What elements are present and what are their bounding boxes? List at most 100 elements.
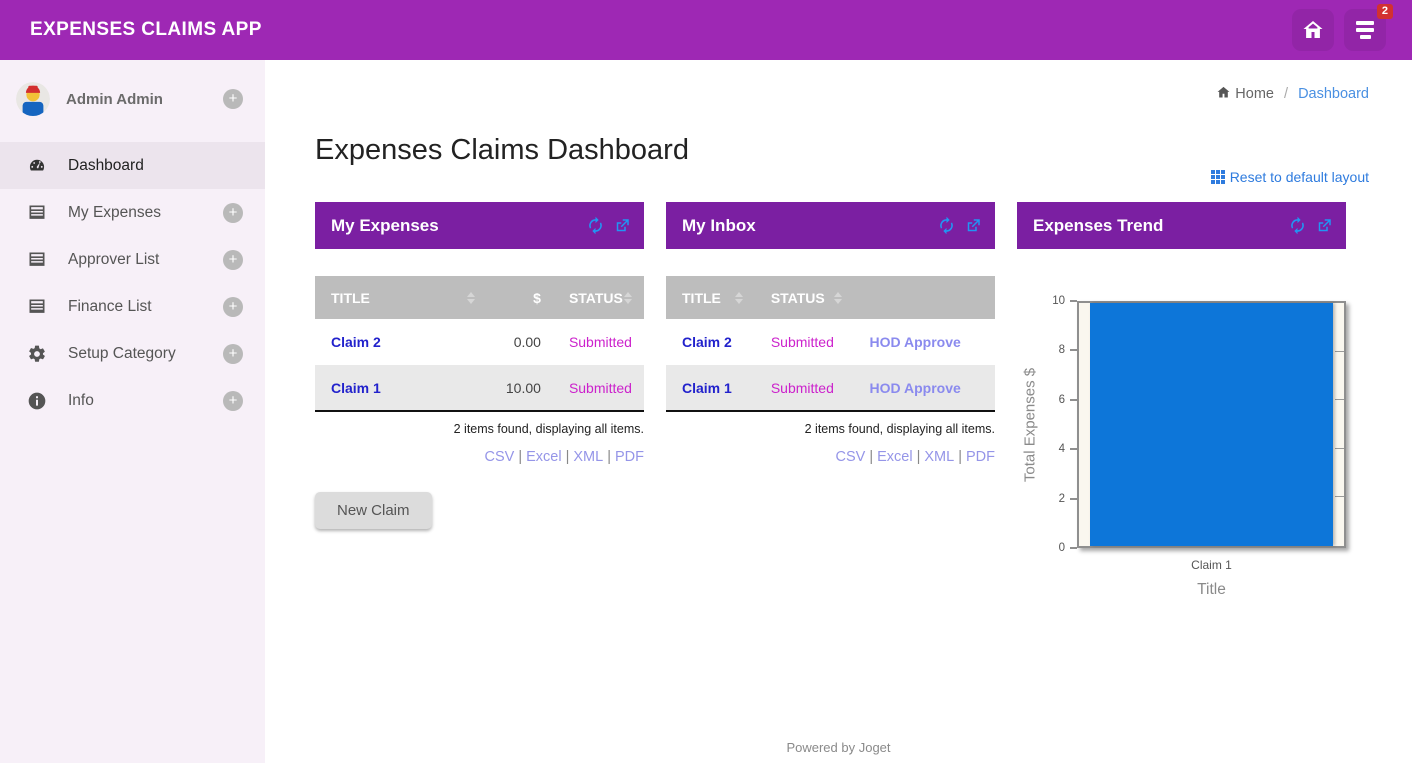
panel-title: My Expenses (331, 215, 439, 235)
y-tick-mark (1070, 300, 1077, 302)
plus-icon[interactable]: + (223, 390, 243, 411)
claim-link[interactable]: Claim 1 (331, 379, 381, 396)
y-tick-label: 6 (1058, 393, 1065, 406)
grid-icon (1210, 170, 1225, 184)
x-axis-label: Title (1197, 581, 1226, 598)
plus-icon[interactable]: + (223, 202, 243, 223)
gridline-stub (1335, 447, 1344, 449)
user-block[interactable]: Admin Admin + (0, 60, 265, 142)
my-expenses-header: My Expenses (315, 202, 644, 249)
y-tick-mark (1070, 547, 1077, 549)
topbar: EXPENSES CLAIMS APP 2 (0, 0, 1412, 60)
y-tick-label: 0 (1058, 542, 1065, 554)
column-header-title[interactable]: TITLE (666, 276, 755, 319)
claim-link[interactable]: Claim 2 (682, 334, 732, 350)
expenses-trend-panel: Expenses Trend Total Expenses $ (1017, 202, 1346, 599)
breadcrumb: Home / Dashboard (315, 85, 1369, 102)
hod-approve-link[interactable]: HOD Approve (869, 334, 961, 350)
sort-caret-icon[interactable] (624, 291, 632, 304)
my-inbox-panel: My Inbox TITLE (666, 202, 995, 599)
inbox-button[interactable]: 2 (1344, 4, 1393, 51)
y-tick-mark (1070, 448, 1077, 451)
plus-icon[interactable]: + (223, 249, 243, 270)
column-header-status[interactable]: STATUS (552, 276, 644, 319)
export-links: CSV | Excel | XML | PDF (835, 449, 995, 465)
column-header-status[interactable]: STATUS (754, 276, 854, 319)
powered-by-footer: Powered by Joget (786, 740, 891, 755)
avatar (16, 82, 50, 116)
sidebar-item-dashboard[interactable]: Dashboard (0, 142, 265, 189)
sort-caret-icon[interactable] (833, 291, 842, 304)
claim-link[interactable]: Claim 2 (331, 334, 381, 350)
sidebar-item-label: Info (68, 391, 94, 409)
refresh-icon[interactable] (937, 216, 956, 235)
sidebar-item-info[interactable]: Info + (0, 377, 265, 424)
items-found-summary: 2 items found, displaying all items. (453, 422, 644, 436)
export-csv-link[interactable]: CSV (484, 449, 515, 465)
export-xml-link[interactable]: XML (573, 449, 604, 465)
chart-plot (1077, 301, 1346, 548)
sidebar-item-my-expenses[interactable]: My Expenses + (0, 189, 265, 236)
bar-claim-1 (1090, 303, 1333, 546)
reset-layout-link[interactable]: Reset to default layout (1210, 169, 1369, 185)
panel-title: Expenses Trend (1033, 215, 1164, 235)
plus-icon[interactable]: + (223, 343, 243, 364)
sidebar-item-setup-category[interactable]: Setup Category + (0, 330, 265, 377)
list-icon (26, 297, 48, 317)
export-pdf-link[interactable]: PDF (966, 449, 995, 465)
sidebar-item-finance-list[interactable]: Finance List + (0, 283, 265, 330)
my-inbox-table: TITLE STATUS Claim 2 (666, 276, 995, 412)
export-links: CSV | Excel | XML | PDF (484, 449, 644, 465)
sort-caret-icon[interactable] (467, 291, 476, 304)
user-expand-plus-icon[interactable]: + (223, 89, 243, 109)
sidebar-item-label: My Expenses (68, 203, 162, 221)
sidebar-item-label: Finance List (68, 297, 152, 315)
table-row: Claim 2 Submitted HOD Approve (666, 319, 995, 365)
my-expenses-panel: My Expenses TITLE (315, 202, 644, 599)
export-excel-link[interactable]: Excel (877, 449, 913, 465)
plus-icon[interactable]: + (223, 296, 243, 317)
panel-title: My Inbox (682, 215, 756, 235)
breadcrumb-current-link[interactable]: Dashboard (1298, 86, 1369, 102)
gridline-stub (1335, 496, 1344, 498)
export-excel-link[interactable]: Excel (526, 449, 562, 465)
sidebar-item-label: Approver List (68, 250, 160, 268)
my-inbox-header: My Inbox (666, 202, 995, 249)
home-button[interactable] (1292, 9, 1334, 51)
y-tick-label: 10 (1052, 295, 1065, 307)
x-tick-label: Claim 1 (1191, 558, 1232, 572)
column-header-title[interactable]: TITLE (315, 276, 488, 319)
sidebar: Admin Admin + Dashboard My Expenses + Ap… (0, 60, 265, 763)
sidebar-item-approver-list[interactable]: Approver List + (0, 236, 265, 283)
list-icon (26, 250, 48, 270)
info-icon (26, 391, 48, 411)
breadcrumb-home-icon (1216, 85, 1231, 100)
export-pdf-link[interactable]: PDF (615, 449, 644, 465)
table-row: Claim 2 0.00 Submitted (315, 319, 644, 365)
external-link-icon[interactable] (613, 217, 631, 235)
status-badge: Submitted (568, 334, 632, 350)
inbox-stack-icon (1356, 21, 1374, 39)
hod-approve-link[interactable]: HOD Approve (869, 379, 961, 396)
inbox-badge: 2 (1376, 4, 1393, 19)
column-header-action (853, 276, 995, 319)
items-found-summary: 2 items found, displaying all items. (804, 422, 995, 436)
export-xml-link[interactable]: XML (924, 449, 955, 465)
home-icon (1301, 18, 1325, 42)
gridline-stub (1335, 399, 1344, 401)
new-claim-button[interactable]: New Claim (315, 492, 432, 529)
topbar-actions: 2 (1292, 4, 1393, 51)
status-badge: Submitted (770, 334, 834, 350)
claim-link[interactable]: Claim 1 (682, 379, 732, 396)
external-link-icon[interactable] (1315, 217, 1333, 235)
refresh-icon[interactable] (1288, 216, 1307, 235)
sort-caret-icon[interactable] (734, 291, 743, 304)
refresh-icon[interactable] (586, 216, 605, 235)
status-badge: Submitted (568, 379, 632, 396)
sidebar-item-label: Setup Category (68, 344, 176, 362)
external-link-icon[interactable] (964, 217, 982, 235)
export-csv-link[interactable]: CSV (835, 449, 866, 465)
breadcrumb-home-link[interactable]: Home (1235, 86, 1274, 102)
column-header-amount[interactable]: $ (487, 276, 553, 319)
table-row: Claim 1 10.00 Submitted (315, 365, 644, 412)
